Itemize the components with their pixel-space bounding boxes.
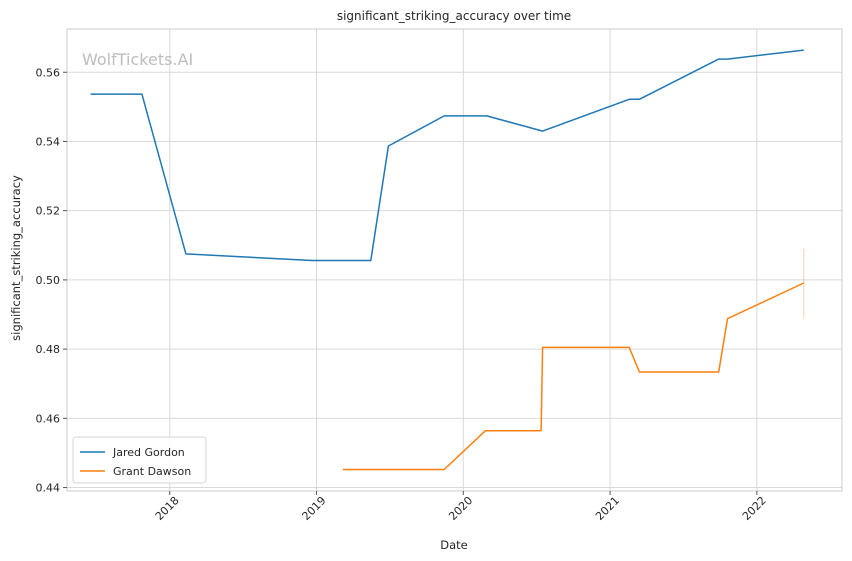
chart-title: significant_striking_accuracy over time: [337, 9, 571, 23]
grid: [67, 29, 842, 491]
y-tick-label: 0.52: [36, 205, 61, 218]
y-tick-label: 0.54: [36, 135, 61, 148]
y-axis-label: significant_striking_accuracy: [9, 175, 23, 341]
y-tick-label: 0.48: [36, 343, 61, 356]
series-lines: [90, 49, 805, 471]
legend-label-grant-dawson: Grant Dawson: [113, 465, 191, 478]
y-axis-ticks: 0.44 0.46 0.48 0.50 0.52 0.54 0.56: [36, 66, 67, 495]
series-line-grant-dawson: [342, 282, 805, 471]
plot-area-frame: [66, 28, 843, 492]
watermark-text: WolfTickets.AI: [82, 50, 193, 69]
legend-label-jared-gordon: Jared Gordon: [112, 446, 185, 459]
y-tick-label: 0.44: [36, 482, 61, 495]
legend: Jared Gordon Grant Dawson: [72, 436, 207, 484]
y-tick-label: 0.56: [36, 66, 61, 79]
x-axis-label: Date: [440, 538, 468, 552]
y-tick-label: 0.50: [36, 274, 61, 287]
y-tick-label: 0.46: [36, 412, 61, 425]
legend-box: [72, 436, 207, 484]
series-line-jared-gordon: [90, 49, 804, 262]
